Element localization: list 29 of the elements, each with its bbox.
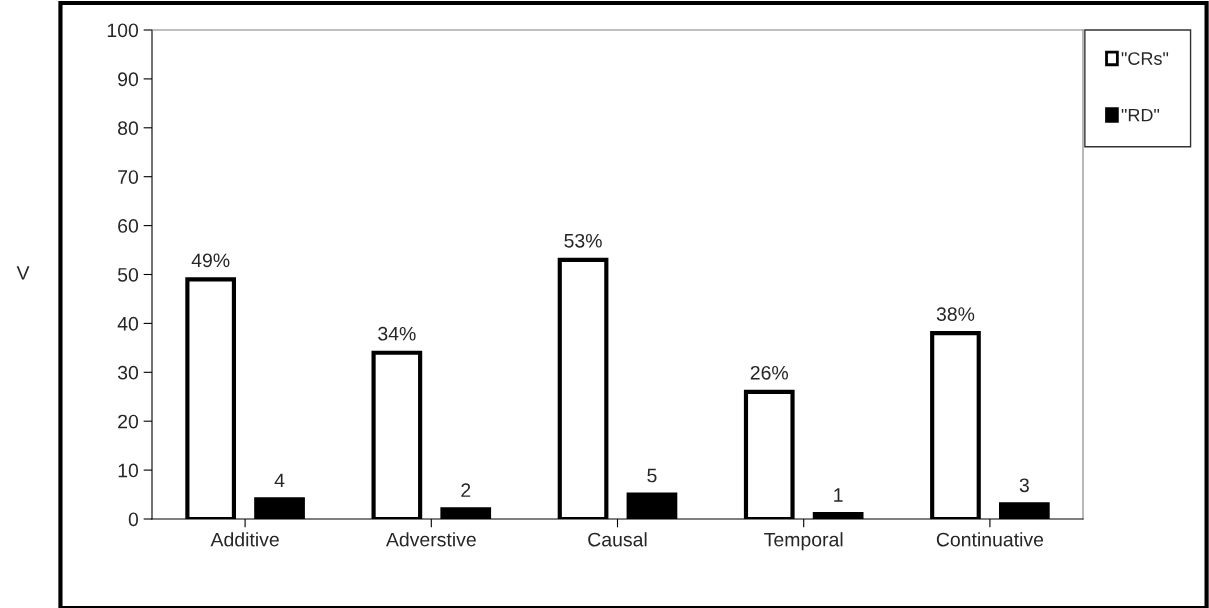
data-label: 3 (1019, 478, 1029, 493)
data-label: 49% (191, 253, 230, 268)
data-label: 38% (936, 307, 975, 321)
x-tick-label: Additive (210, 532, 279, 547)
y-tick-label: 40 (117, 316, 139, 331)
legend-label: "RD" (1121, 108, 1160, 122)
y-tick-label: 100 (107, 23, 139, 38)
data-label: 26% (750, 365, 789, 380)
data-label: 34% (378, 326, 416, 341)
x-tick-label: Continuative (936, 532, 1044, 547)
y-tick-label: 20 (118, 414, 139, 429)
x-tick-label: Temporal (764, 532, 843, 551)
y-tick-label: 50 (117, 267, 139, 282)
data-label: 1 (834, 488, 843, 502)
legend-label: "CRs" (1121, 52, 1169, 65)
y-tick-label: 10 (118, 463, 139, 478)
y-axis-title: V (16, 266, 30, 280)
data-label: 53% (564, 233, 602, 248)
y-tick-label: 80 (118, 121, 139, 136)
x-tick-label: Causal (588, 532, 647, 547)
data-label: 4 (274, 473, 285, 488)
data-label: 2 (461, 483, 471, 497)
y-tick-label: 60 (118, 219, 139, 233)
data-label: 5 (647, 468, 657, 483)
y-tick-label: 90 (118, 72, 139, 87)
y-tick-label: 70 (118, 170, 139, 184)
x-tick-label: Adverstive (385, 532, 476, 547)
y-tick-label: 30 (117, 365, 139, 380)
y-tick-label: 0 (128, 512, 139, 527)
